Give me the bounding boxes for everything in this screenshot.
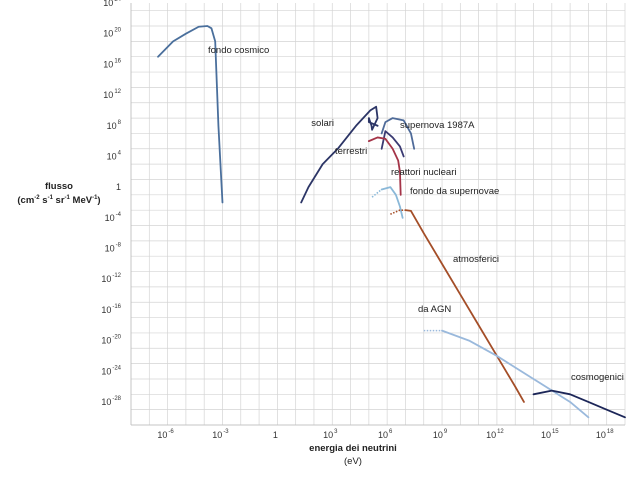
y-tick-label: 108 <box>107 120 122 131</box>
y-tick-label: 10-16 <box>101 304 121 315</box>
series-label-fondo-da-supernovae: fondo da supernovae <box>410 186 499 197</box>
y-tick-label: 10-28 <box>101 396 121 407</box>
series-solari-line <box>300 105 379 204</box>
series-reattori-nucleari-line <box>367 136 402 196</box>
x-tick-label: 1018 <box>596 429 614 440</box>
series-fondo-da-supernovae-line <box>380 186 404 219</box>
y-axis-title: flusso (cm-2 s-1 sr-1 MeV-1) <box>4 181 114 208</box>
x-axis-ticks: 10-6 10-3 1 103 106 109 1012 1015 1018 <box>157 429 614 440</box>
x-axis-title: energia dei neutrini (eV) <box>283 443 423 469</box>
series-label-cosmogenici: cosmogenici <box>571 372 624 383</box>
series-label-solari: solari <box>311 118 334 129</box>
x-tick-label: 10-6 <box>157 429 174 440</box>
y-tick-label: 10-20 <box>101 335 121 346</box>
y-tick-label: 1016 <box>103 58 121 69</box>
series-cosmogenici-line <box>532 389 626 419</box>
series-terrestri-line <box>380 130 405 158</box>
y-tick-label: 1012 <box>103 89 121 100</box>
x-axis-title-main: energia dei neutrini <box>309 443 397 454</box>
series-label-supernova-1987a: supernova 1987A <box>400 120 475 131</box>
x-tick-label: 10-3 <box>212 429 229 440</box>
y-tick-label: 1020 <box>103 28 121 39</box>
series-labels: fondo cosmico solari supernova 1987A terres… <box>208 45 624 383</box>
series-label-atmosferici: atmosferici <box>453 254 499 265</box>
y-axis-ticks: 1024 1020 1016 1012 108 104 1 10-4 10-8 10-12 10-1… <box>101 0 121 407</box>
series-label-fondo-cosmico: fondo cosmico <box>208 45 269 56</box>
series-layer <box>157 25 626 419</box>
series-label-terrestri: terrestri <box>335 146 367 157</box>
series-atmosferici-dotted <box>390 209 406 215</box>
y-tick-label: 10-24 <box>101 365 121 376</box>
y-axis-title-main: flusso <box>45 181 73 192</box>
x-tick-label: 106 <box>378 429 393 440</box>
y-tick-label: 10-12 <box>101 273 121 284</box>
series-label-da-agn: da AGN <box>418 304 451 315</box>
series-supernova-1987a-line <box>380 117 416 150</box>
x-axis-title-unit: (eV) <box>344 455 362 467</box>
y-tick-label: 1024 <box>103 0 121 8</box>
series-fondo-da-supernovae-dotted <box>371 188 383 198</box>
series-da-agn-line <box>441 329 590 419</box>
y-tick-label: 104 <box>107 150 122 161</box>
grid <box>130 3 626 426</box>
y-tick-label: 10-8 <box>105 243 122 254</box>
series-atmosferici-line <box>404 209 525 403</box>
y-axis-title-unit: (cm-2 s-1 sr-1 MeV-1) <box>17 194 101 206</box>
y-tick-label: 10-4 <box>105 212 122 223</box>
x-tick-label: 103 <box>323 429 338 440</box>
y-tick-label: 1 <box>116 182 121 192</box>
x-tick-label: 1 <box>273 430 278 440</box>
series-fondo-cosmico-line <box>157 25 224 204</box>
x-tick-label: 1015 <box>541 429 559 440</box>
series-label-reattori-nucleari: reattori nucleari <box>391 167 456 178</box>
x-tick-label: 109 <box>433 429 448 440</box>
x-tick-label: 1012 <box>486 429 504 440</box>
